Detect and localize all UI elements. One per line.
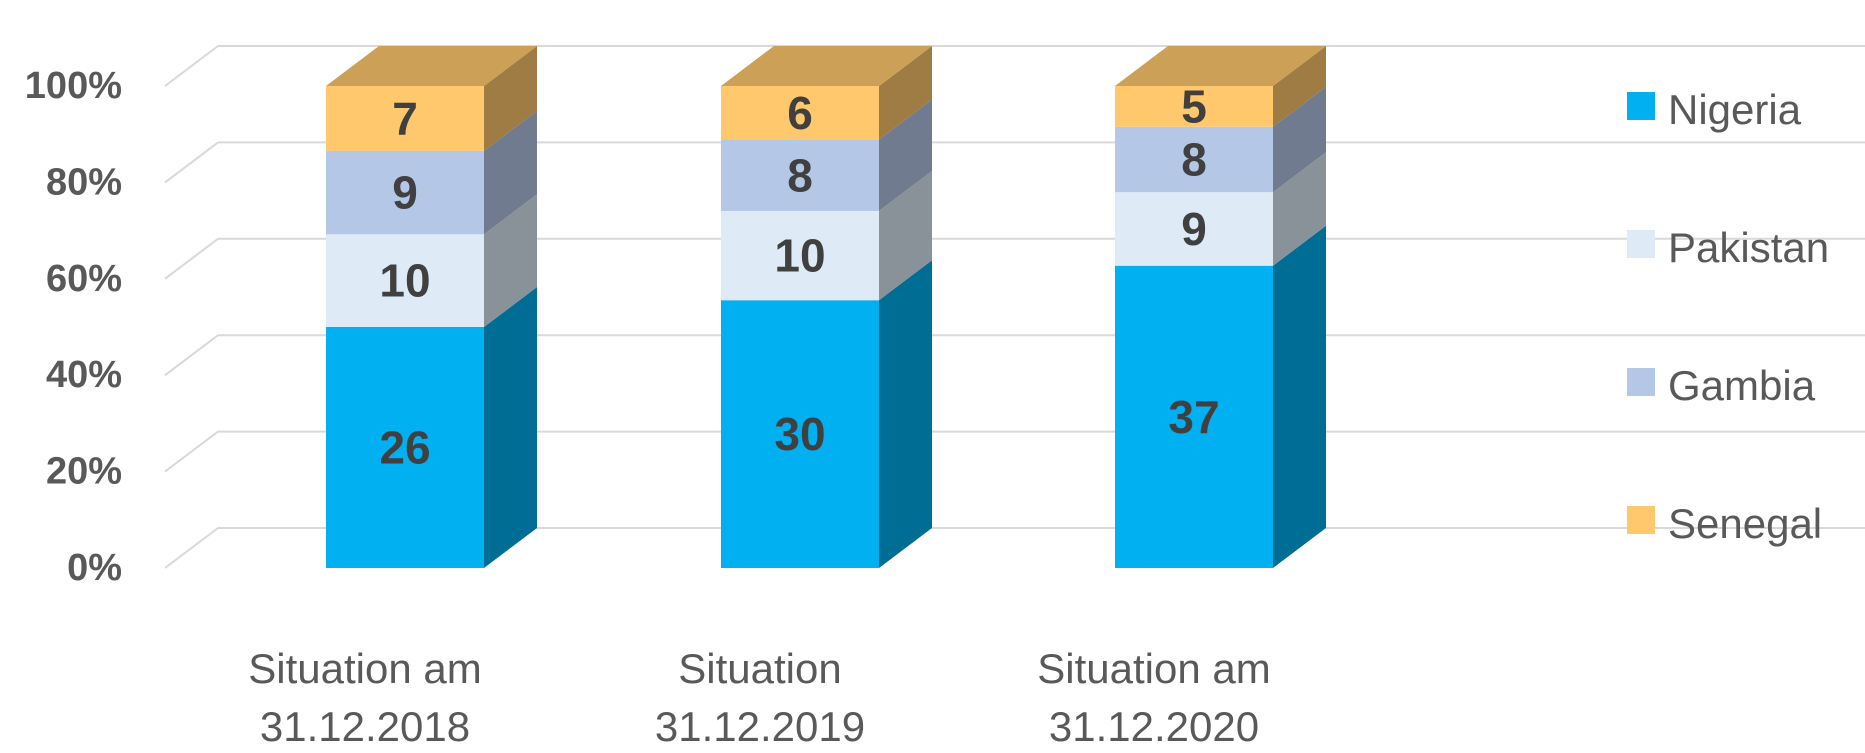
bar-segment-nigeria-3: [1115, 226, 1326, 568]
y-tick-label: 20%: [46, 451, 122, 493]
data-label-pakistan-1: 10: [379, 255, 430, 307]
gridline-floor-3: [165, 239, 218, 279]
y-tick-label: 40%: [46, 354, 122, 396]
legend-label-nigeria: Nigeria: [1668, 86, 1802, 133]
legend-swatch-nigeria: [1627, 92, 1655, 120]
legend-label-gambia: Gambia: [1668, 362, 1816, 409]
bars: [326, 46, 1326, 568]
data-label-pakistan-3: 9: [1181, 203, 1207, 255]
bar-side-face: [484, 287, 537, 568]
legend-label-pakistan: Pakistan: [1668, 224, 1829, 271]
data-label-gambia-2: 8: [787, 149, 813, 201]
category-label-3-line-1: Situation am: [1037, 645, 1270, 692]
y-tick-label: 100%: [25, 65, 122, 107]
category-label-2-line-2: 31.12.2019: [655, 703, 865, 750]
category-label-1-line-1: Situation am: [248, 645, 481, 692]
category-label-3-line-2: 31.12.2020: [1049, 703, 1259, 750]
category-label-1-line-2: 31.12.2018: [260, 703, 470, 750]
data-label-nigeria-3: 37: [1168, 391, 1219, 443]
data-label-pakistan-2: 10: [774, 230, 825, 282]
y-axis: 0% 20% 40% 60% 80% 100%: [25, 65, 122, 589]
legend-swatch-gambia: [1627, 368, 1655, 396]
data-label-senegal-1: 7: [392, 92, 418, 144]
gridline-floor-4: [165, 142, 218, 182]
data-label-nigeria-2: 30: [774, 408, 825, 460]
data-label-gambia-1: 9: [392, 167, 418, 219]
bar-segment-nigeria-2: [721, 260, 932, 568]
gridline-floor-2: [165, 335, 218, 375]
legend-label-senegal: Senegal: [1668, 500, 1822, 547]
gridline-floor-1: [165, 432, 218, 472]
data-label-senegal-2: 6: [787, 87, 813, 139]
y-tick-label: 60%: [46, 258, 122, 300]
x-axis-categories: Situation am 31.12.2018 Situation 31.12.201…: [248, 645, 1270, 750]
data-label-senegal-3: 5: [1181, 80, 1207, 132]
bar-side-face: [1273, 226, 1326, 568]
legend: Nigeria Pakistan Gambia Senegal: [1627, 86, 1829, 547]
legend-swatch-senegal: [1627, 506, 1655, 534]
y-tick-label: 0%: [67, 547, 122, 589]
data-label-nigeria-1: 26: [379, 422, 430, 474]
bar-side-face: [879, 260, 932, 568]
gridline-floor-0: [165, 528, 218, 568]
gridline-floor-5: [165, 46, 218, 86]
category-label-2-line-1: Situation: [678, 645, 841, 692]
data-label-gambia-3: 8: [1181, 134, 1207, 186]
legend-swatch-pakistan: [1627, 230, 1655, 258]
y-tick-label: 80%: [46, 161, 122, 203]
bar-segment-nigeria-1: [326, 287, 537, 568]
